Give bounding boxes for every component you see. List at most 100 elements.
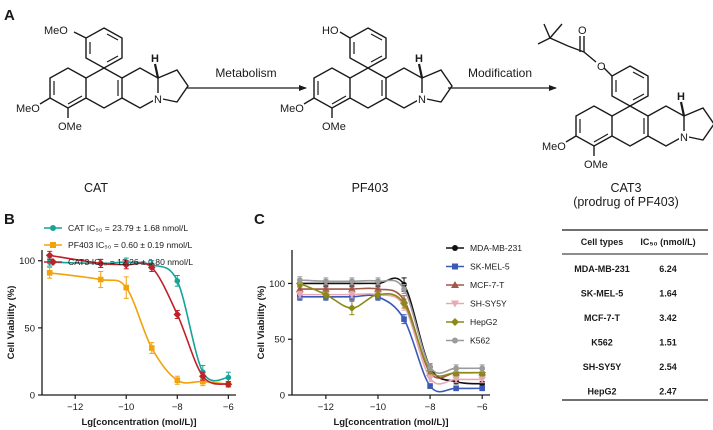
x-tick-label: −6 — [223, 402, 234, 413]
x-tick-label: −10 — [118, 402, 134, 413]
chart-c: −12 −10 −8 −6 0 50 100 Lg[concentration (mol/L)… — [256, 243, 522, 428]
legend-entry: PF403 IC₅₀ = 0.60 ± 0.19 nmol/L — [44, 240, 192, 250]
legend-marker — [50, 225, 56, 231]
legend-label: CAT3 IC₅₀ = 12.26 ± 0.80 nmol/L — [68, 257, 193, 267]
cat3-n-label: N — [680, 132, 688, 144]
table-row: HepG2 2.47 — [587, 387, 676, 397]
cat3-carbonyl-o: O — [578, 25, 587, 37]
table-cell-cell-type: MCF-7-T — [584, 313, 620, 323]
legend-entry: CAT3 IC₅₀ = 12.26 ± 0.80 nmol/L — [44, 257, 193, 267]
legend-marker — [452, 337, 458, 344]
data-point — [453, 385, 459, 392]
table-row: MCF-7-T 3.42 — [584, 313, 677, 323]
table-cell-ic50: 6.24 — [659, 264, 677, 274]
cat-ome-bottom: OMe — [58, 121, 82, 133]
data-point — [323, 278, 329, 285]
data-point — [478, 376, 486, 384]
data-point — [374, 285, 382, 292]
table-cell-cell-type: HepG2 — [587, 387, 616, 397]
legend-marker — [451, 300, 459, 308]
series-cat-ic-23-79-1-68-nmol-l — [46, 257, 232, 384]
data-point — [199, 372, 207, 381]
data-point — [122, 260, 131, 269]
table-cell-cell-type: MDA-MB-231 — [574, 264, 630, 274]
cat-meo-left: MeO — [16, 103, 40, 115]
data-point — [45, 251, 54, 260]
data-point — [452, 376, 460, 384]
x-tick-label: −8 — [425, 402, 436, 413]
cat-h-label: H — [151, 53, 159, 65]
table-row: K562 1.51 — [591, 338, 677, 348]
legend-marker — [452, 245, 458, 251]
data-point — [173, 310, 182, 319]
legend-label: K562 — [470, 336, 490, 346]
y-axis-title: Cell Viability (%) — [256, 286, 267, 360]
data-point — [224, 380, 233, 389]
data-point — [174, 278, 181, 284]
table-cell-cell-type: K562 — [591, 338, 613, 348]
series-hepg2 — [296, 279, 486, 377]
legend-entry: MCF-7-T — [446, 280, 505, 290]
legend-label: MDA-MB-231 — [470, 243, 522, 253]
data-point — [375, 278, 381, 285]
data-point — [97, 276, 104, 283]
data-point — [322, 285, 330, 292]
data-point — [348, 291, 356, 299]
table-cell-ic50: 1.51 — [659, 338, 677, 348]
legend-entry: HepG2 — [446, 317, 497, 327]
table-cell-cell-type: SH-SY5Y — [583, 362, 622, 372]
data-point — [46, 270, 53, 276]
pf403-ome-bottom: OMe — [322, 121, 346, 133]
data-point — [374, 290, 382, 299]
series-curve — [49, 261, 229, 382]
structure-pf403: HO MeO OMe H N — [280, 25, 454, 133]
panel-c-letter: C — [254, 211, 265, 228]
legend-entry: K562 — [446, 336, 490, 346]
legend-entry: CAT IC₅₀ = 23.79 ± 1.68 nmol/L — [44, 223, 188, 233]
data-point — [225, 374, 232, 381]
data-point — [348, 285, 356, 292]
table-row: SK-MEL-5 1.64 — [581, 289, 677, 299]
x-axis-title: Lg[concentration (mol/L)] — [333, 417, 448, 428]
x-axis-title: Lg[concentration (mol/L)] — [81, 417, 196, 428]
data-point — [401, 286, 407, 292]
table-cell-ic50: 1.64 — [659, 289, 677, 299]
data-point — [147, 263, 156, 272]
data-point — [479, 365, 485, 372]
y-tick-label: 0 — [280, 391, 285, 402]
data-point — [296, 285, 304, 292]
legend-label: SK-MEL-5 — [470, 262, 510, 272]
cat-meo-top: MeO — [44, 25, 68, 37]
y-tick-label: 100 — [19, 256, 35, 267]
panel-b-letter: B — [4, 211, 15, 228]
data-point — [478, 368, 486, 377]
legend-label: HepG2 — [470, 317, 497, 327]
data-point — [426, 375, 434, 383]
x-tick-label: −10 — [370, 402, 386, 413]
compound-subtitle-cat3: (prodrug of PF403) — [573, 195, 679, 209]
table-header: Cell types — [581, 237, 624, 247]
ic50-table: Cell types IC₅₀ (nmol/L) MDA-MB-231 6.24 SK-… — [562, 229, 708, 401]
data-point — [296, 291, 304, 299]
chart-b: −12 −10 −8 −6 0 50 100 Lg[concentration (mol/L)… — [6, 223, 236, 428]
data-point — [427, 364, 433, 370]
y-tick-label: 50 — [24, 323, 35, 334]
legend-label: MCF-7-T — [470, 280, 505, 290]
data-point — [174, 377, 181, 384]
series-cat3-ic-12-26-0-80-nmol- — [45, 250, 233, 389]
structure-cat: MeO MeO OMe H N — [16, 25, 190, 133]
data-point — [400, 299, 408, 308]
legend-marker — [451, 318, 459, 326]
legend-marker — [49, 258, 57, 266]
series-curve — [49, 254, 229, 386]
x-tick-label: −12 — [67, 402, 83, 413]
arrow-label-metabolism: Metabolism — [215, 66, 276, 80]
x-tick-label: −6 — [477, 402, 488, 413]
legend-entry: SH-SY5Y — [446, 299, 507, 309]
series-pf403-ic-0-60-0-19-nmol- — [46, 266, 232, 388]
data-point — [401, 316, 407, 322]
data-point — [453, 365, 459, 372]
y-tick-label: 50 — [274, 335, 285, 346]
legend-label: CAT IC₅₀ = 23.79 ± 1.68 nmol/L — [68, 223, 188, 233]
